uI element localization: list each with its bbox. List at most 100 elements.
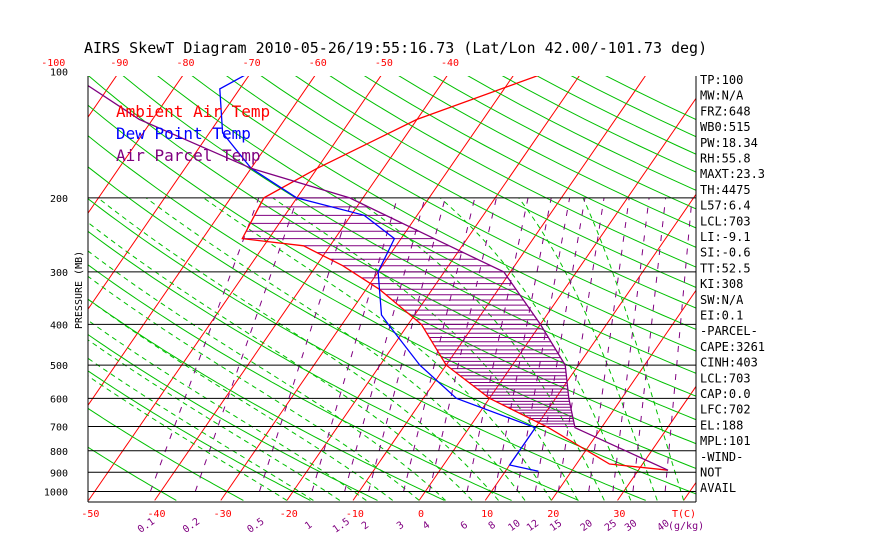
legend: Ambient Air Temp Dew Point Temp Air Parcel… [116, 102, 270, 165]
moist-adiabat-line [439, 197, 632, 501]
chart-title: AIRS SkewT Diagram 2010-05-26/19:55:16.7… [84, 39, 707, 57]
moist-adiabat-line [272, 197, 579, 501]
dry-adiabat-line [570, 76, 696, 138]
isotherm-line [418, 97, 696, 501]
mixing-ratio-line [466, 197, 529, 492]
pressure-tick-label: 700 [50, 422, 68, 433]
mixing-ratio-line [194, 197, 298, 492]
stability-index-label: MAXT:23.3 [700, 167, 765, 181]
stability-index-label: SI:-0.6 [700, 246, 751, 260]
mixing-ratio-tick-label: 4 [421, 520, 432, 532]
moist-adiabat-line [145, 197, 526, 501]
mixing-ratio-tick-label: 15 [548, 518, 564, 534]
dry-adiabat-line [226, 76, 696, 330]
y-axis-label: PRESSURE (MB) [74, 251, 85, 329]
moist-adiabat-line [88, 375, 288, 501]
isotherm-line [617, 385, 696, 501]
dry-adiabat-line [88, 166, 696, 495]
stability-index-label: PW:18.34 [700, 136, 758, 150]
mixing-ratio-line [664, 197, 693, 492]
parcel-profile [88, 84, 669, 471]
mixing-ratio-line [344, 197, 426, 492]
stability-index-label: CAP:0.0 [700, 387, 751, 401]
pressure-tick-label: 800 [50, 447, 68, 458]
stability-index-label: L57:6.4 [700, 199, 751, 213]
pressure-tick-label: 1000 [44, 488, 68, 499]
isotherm-line [88, 76, 382, 501]
stability-index-label: AVAIL [700, 481, 736, 495]
stability-index-label: FRZ:648 [700, 104, 751, 118]
dry-adiabat-line [88, 198, 646, 501]
x-axis-label: T(C) [672, 509, 696, 520]
stability-index-label: TT:52.5 [700, 261, 751, 275]
stability-index-label: MPL:101 [700, 434, 751, 448]
moist-adiabat-line [88, 339, 341, 501]
mixing-ratio-line [311, 197, 398, 492]
isotherm-line [551, 289, 696, 501]
mixing-ratio-tick-label: 0.5 [245, 516, 266, 535]
bottom-temp-tick-label: 30 [613, 509, 625, 520]
pressure-tick-label: 300 [50, 268, 68, 279]
mixing-ratio-tick-label: 3 [395, 520, 406, 532]
mixing-ratio-tick-label: 2 [360, 520, 371, 532]
mixing-ratio-tick-label: 0.2 [181, 516, 202, 535]
moist-adiabat-line [582, 197, 685, 501]
stability-index-label: LCL:703 [700, 214, 751, 228]
mixing-ratio-tick-label: 10 [506, 518, 522, 534]
dry-adiabat-line [191, 76, 696, 352]
stability-index-label: LCL:703 [700, 371, 751, 385]
stability-index-label: -PARCEL- [700, 324, 758, 338]
isotherm-line [88, 76, 250, 311]
top-temp-tick-label: -70 [243, 58, 261, 69]
mixing-ratio-line [632, 197, 667, 492]
mixing-ratio-line [428, 197, 497, 492]
dry-adiabat-line [88, 230, 579, 501]
data-layer [88, 76, 669, 472]
mixing-ratio-tick-label: 30 [623, 518, 639, 534]
top-temp-tick-label: -100 [41, 58, 65, 69]
pressure-tick-label: 600 [50, 394, 68, 405]
grid-layer [88, 76, 696, 501]
dry-adiabat-line [88, 264, 512, 501]
pressure-tick-label: 200 [50, 194, 68, 205]
temperature-profile [241, 76, 669, 471]
stability-index-label: MW:N/A [700, 89, 744, 103]
stability-index-label: -WIND- [700, 450, 743, 464]
moist-adiabat-line [203, 197, 552, 501]
legend-entry: Air Parcel Temp [116, 146, 261, 165]
top-temp-tick-label: -60 [309, 58, 327, 69]
stability-index-label: NOT [700, 466, 722, 480]
dewpoint-profile [219, 76, 539, 472]
bottom-temp-tick-label: -20 [280, 509, 298, 520]
stability-index-label: EI:0.1 [700, 309, 743, 323]
top-temp-tick-label: -90 [110, 58, 128, 69]
stability-index-label: WB0:515 [700, 120, 751, 134]
stability-index-label: CINH:403 [700, 356, 758, 370]
mixing-ratio-tick-label: 6 [459, 520, 470, 532]
stability-index-label: RH:55.8 [700, 152, 751, 166]
pressure-tick-label: 400 [50, 320, 68, 331]
bottom-temp-tick-label: 0 [418, 509, 424, 520]
stability-index-label: KI:308 [700, 277, 743, 291]
stability-index-label: SW:N/A [700, 293, 744, 307]
stability-index-label: LI:-9.1 [700, 230, 751, 244]
bottom-temp-tick-label: 20 [547, 509, 559, 520]
isotherm-line [286, 76, 580, 501]
top-temp-tick-label: -50 [375, 58, 393, 69]
mixing-ratio-line [258, 197, 353, 492]
legend-entry: Ambient Air Temp [116, 102, 270, 121]
moist-adiabat-line [88, 357, 314, 501]
mixing-ratio-line [368, 197, 446, 492]
mixing-ratio-tick-label: 8 [487, 520, 498, 532]
bottom-temp-tick-label: -30 [214, 509, 232, 520]
dry-adiabat-line [260, 76, 696, 309]
isotherm-line [88, 76, 184, 215]
isotherm-line [220, 76, 514, 501]
mixing-ratio-tick-label: 20 [579, 518, 595, 534]
pressure-tick-label: 100 [50, 68, 68, 79]
stability-index-label: LFC:702 [700, 403, 751, 417]
moist-adiabat-line [88, 221, 473, 501]
bottom-temp-tick-label: -10 [346, 509, 364, 520]
